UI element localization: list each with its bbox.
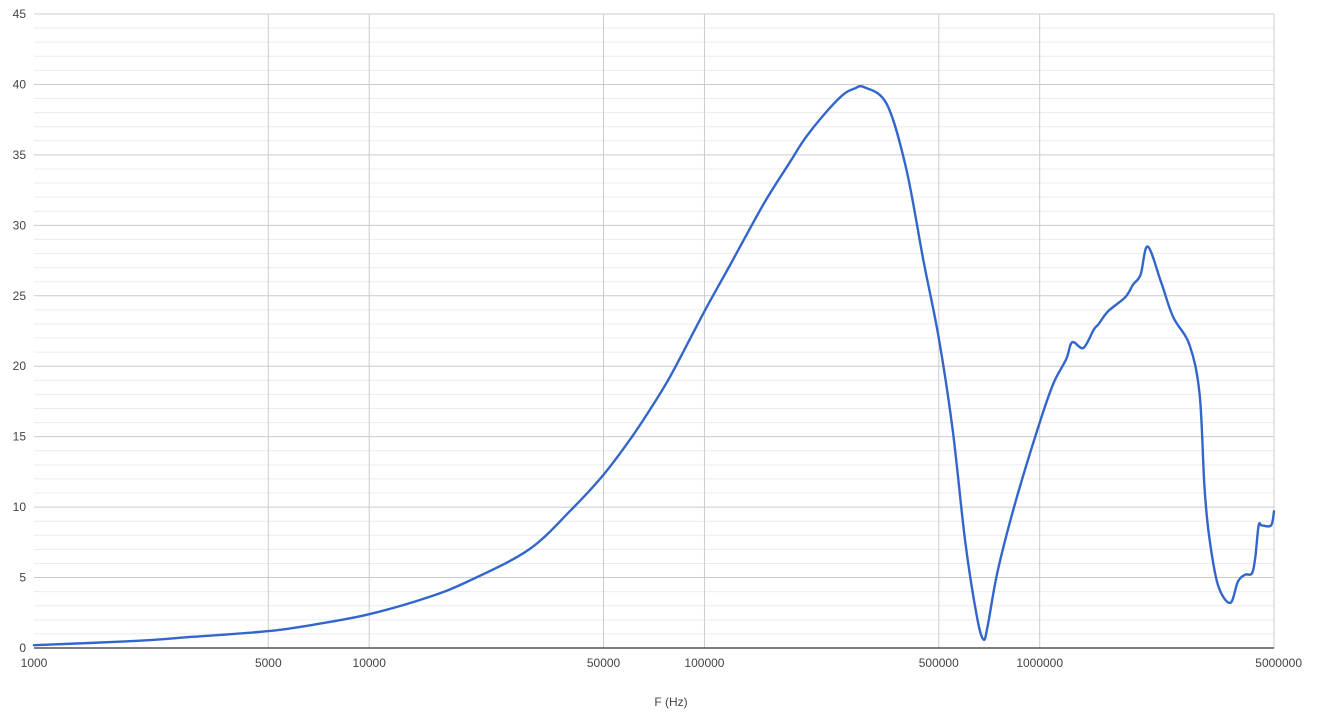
y-tick-labels: 0 5 10 15 20 25 30 35 40 45 <box>13 7 27 655</box>
x-tick-label: 500000 <box>919 656 959 670</box>
x-tick-label: 50000 <box>587 656 621 670</box>
x-tick-labels: 1000 5000 10000 50000 100000 500000 1000000 500… <box>21 656 1303 670</box>
y-tick-label: 35 <box>13 148 27 162</box>
x-tick-label: 100000 <box>684 656 724 670</box>
x-gridlines <box>267 14 1275 648</box>
y-tick-label: 15 <box>13 430 27 444</box>
y-tick-label: 25 <box>13 289 27 303</box>
y-tick-label: 10 <box>13 500 27 514</box>
y-tick-label: 5 <box>19 571 26 585</box>
y-tick-label: 30 <box>13 218 27 232</box>
y-tick-label: 40 <box>13 77 27 91</box>
x-tick-label: 5000000 <box>1255 656 1302 670</box>
x-tick-label: 10000 <box>353 656 387 670</box>
x-tick-label: 1000 <box>21 656 48 670</box>
y-tick-label: 20 <box>13 359 27 373</box>
x-axis-title: F (Hz) <box>654 695 687 709</box>
series-line <box>32 85 1276 647</box>
y-tick-label: 45 <box>13 7 27 21</box>
y-tick-label: 0 <box>19 641 26 655</box>
minor-gridlines <box>34 27 1274 635</box>
x-tick-label: 1000000 <box>1016 656 1063 670</box>
major-gridlines <box>34 13 1274 579</box>
x-tick-label: 5000 <box>255 656 282 670</box>
